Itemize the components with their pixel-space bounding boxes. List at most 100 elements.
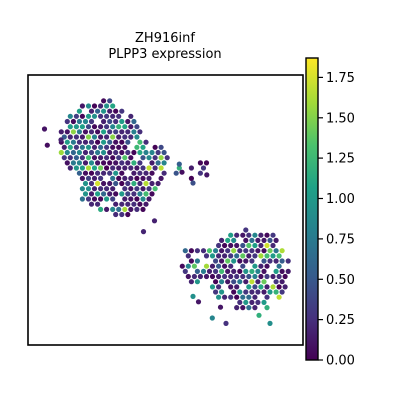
data-point <box>82 139 89 145</box>
data-point <box>209 253 216 259</box>
data-point <box>252 284 258 290</box>
data-point <box>240 273 246 280</box>
data-point <box>219 258 225 264</box>
data-point <box>222 273 228 280</box>
data-point <box>267 289 273 295</box>
data-point <box>264 242 270 249</box>
data-point <box>188 165 194 171</box>
data-point <box>137 129 143 135</box>
data-point <box>67 124 73 130</box>
data-point <box>276 294 282 300</box>
colorbar-ticks: 0.00 0.25 0.50 0.75 1.00 1.25 1.50 1.75 <box>318 71 355 369</box>
data-point <box>128 175 134 181</box>
data-point <box>98 196 104 202</box>
data-point <box>110 196 116 202</box>
data-point <box>194 248 200 254</box>
data-point <box>203 273 210 280</box>
colorbar-tick-label: 0.25 <box>326 313 355 328</box>
data-point <box>255 299 261 305</box>
data-point <box>122 196 128 202</box>
data-point <box>200 165 207 171</box>
data-point <box>246 273 252 280</box>
data-point <box>98 206 104 212</box>
data-point <box>213 268 219 274</box>
data-point <box>264 253 270 259</box>
data-point <box>119 211 125 218</box>
data-point <box>88 201 95 207</box>
data-point <box>73 165 79 171</box>
data-point <box>161 160 167 166</box>
data-point <box>107 139 113 145</box>
data-point <box>64 118 70 125</box>
data-point <box>216 253 222 259</box>
data-point <box>95 160 101 166</box>
data-point <box>64 149 70 156</box>
data-point <box>243 299 249 305</box>
data-point <box>222 294 228 300</box>
data-point <box>261 279 267 285</box>
data-point <box>270 253 276 259</box>
data-point <box>237 279 243 285</box>
data-point <box>85 165 92 171</box>
data-point <box>137 149 143 156</box>
data-point <box>206 248 213 254</box>
data-point <box>119 139 125 145</box>
data-point <box>122 186 128 192</box>
data-point <box>85 113 92 119</box>
data-point <box>258 273 264 280</box>
data-point <box>143 139 149 145</box>
data-point <box>91 155 98 161</box>
data-point <box>213 279 219 285</box>
data-point <box>79 144 85 150</box>
data-point <box>98 165 104 171</box>
plot-frame <box>27 74 304 346</box>
data-point <box>104 155 110 161</box>
data-point <box>131 160 137 166</box>
data-point <box>95 191 101 197</box>
data-point <box>200 248 207 254</box>
data-point <box>110 124 116 130</box>
data-point <box>258 253 264 259</box>
data-point <box>110 134 116 140</box>
data-point <box>67 165 73 171</box>
data-point <box>116 155 122 161</box>
data-point <box>191 263 197 269</box>
data-point <box>225 258 231 264</box>
data-point <box>82 180 89 187</box>
data-point <box>261 237 267 243</box>
data-point <box>249 268 255 274</box>
data-point <box>264 294 270 300</box>
data-point <box>113 129 119 135</box>
data-point <box>122 144 128 150</box>
data-point <box>188 258 194 264</box>
data-point <box>231 289 237 295</box>
data-point <box>122 124 128 130</box>
data-point <box>113 170 119 176</box>
data-point <box>125 201 131 207</box>
data-point <box>191 273 197 280</box>
data-point <box>107 129 113 135</box>
data-point <box>182 268 188 274</box>
data-point <box>219 279 225 285</box>
data-point <box>119 129 125 135</box>
data-point <box>88 180 95 187</box>
data-point <box>85 124 92 130</box>
data-point <box>110 165 116 171</box>
data-point <box>270 242 276 249</box>
data-point <box>85 134 92 140</box>
data-point <box>209 284 216 290</box>
data-point <box>98 134 104 140</box>
data-point <box>270 273 276 280</box>
data-point <box>113 108 119 114</box>
data-point <box>179 263 185 269</box>
data-point <box>234 253 240 259</box>
data-point <box>79 165 85 171</box>
data-point <box>190 180 196 186</box>
data-point <box>128 165 134 171</box>
data-point <box>203 160 210 166</box>
data-point <box>79 175 85 181</box>
data-point <box>240 232 246 238</box>
data-point <box>119 108 125 114</box>
data-point <box>270 284 276 290</box>
data-point <box>119 201 125 207</box>
